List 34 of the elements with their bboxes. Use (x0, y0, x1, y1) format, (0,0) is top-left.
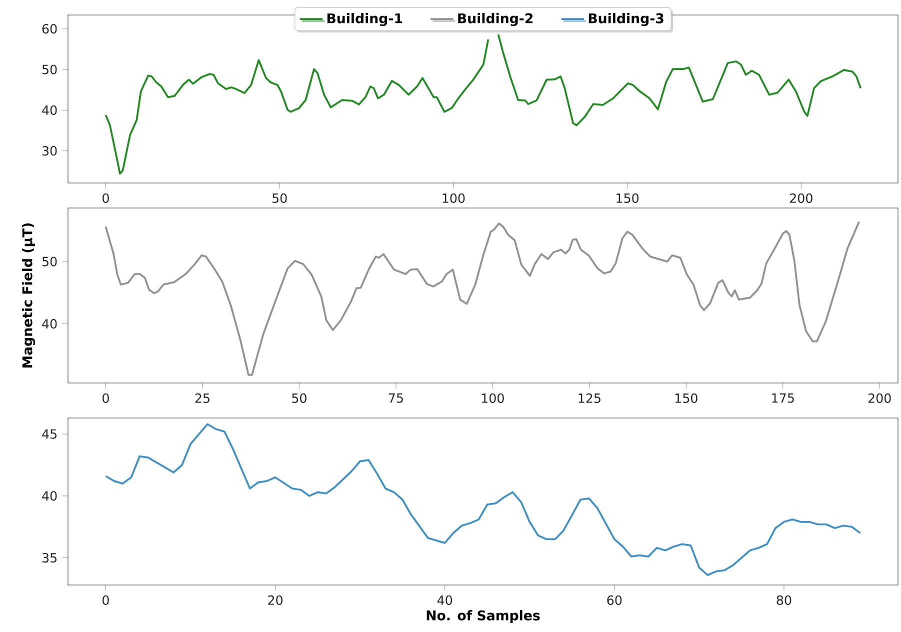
x-axis-title: No. of Samples (426, 610, 540, 624)
y-tick-label: 30 (42, 146, 57, 156)
x-tick-label: 200 (868, 393, 891, 403)
text: Building-3 (588, 13, 664, 26)
y-tick-label: 40 (42, 319, 57, 329)
x-tick-label: 150 (675, 393, 698, 403)
legend-label: Building-1 (327, 13, 402, 26)
text: Building-2 (458, 13, 533, 26)
x-tick-label: 100 (442, 193, 465, 203)
x-tick-label: 0 (102, 193, 109, 203)
x-tick-label: 0 (102, 393, 109, 403)
x-tick-label: 25 (195, 393, 210, 403)
x-tick-label: 60 (607, 595, 622, 605)
x-tick-label: 50 (292, 393, 306, 403)
y-tick-label: 35 (42, 552, 57, 563)
y-axis-title: Magnetic Field (µT) (22, 223, 36, 368)
x-tick-label: 80 (776, 595, 792, 605)
x-tick-label: 20 (268, 595, 282, 605)
x-tick-label: 100 (482, 393, 504, 403)
x-tick-label: 150 (616, 193, 639, 203)
y-tick-label: 40 (42, 105, 57, 115)
y-tick-label: 40 (42, 491, 57, 501)
x-tick-label: 175 (772, 393, 794, 403)
x-tick-label: 50 (272, 193, 287, 203)
x-tick-label: 200 (790, 193, 812, 203)
x-tick-label: 75 (388, 393, 403, 403)
x-tick-label: 40 (437, 595, 452, 605)
y-tick-label: 45 (42, 429, 57, 439)
y-tick-label: 60 (42, 24, 57, 34)
x-tick-label: 125 (578, 393, 600, 403)
line-series (104, 220, 860, 376)
y-tick-label: 50 (42, 64, 57, 74)
x-tick-label: 0 (102, 595, 109, 605)
y-tick-label: 50 (42, 256, 57, 266)
